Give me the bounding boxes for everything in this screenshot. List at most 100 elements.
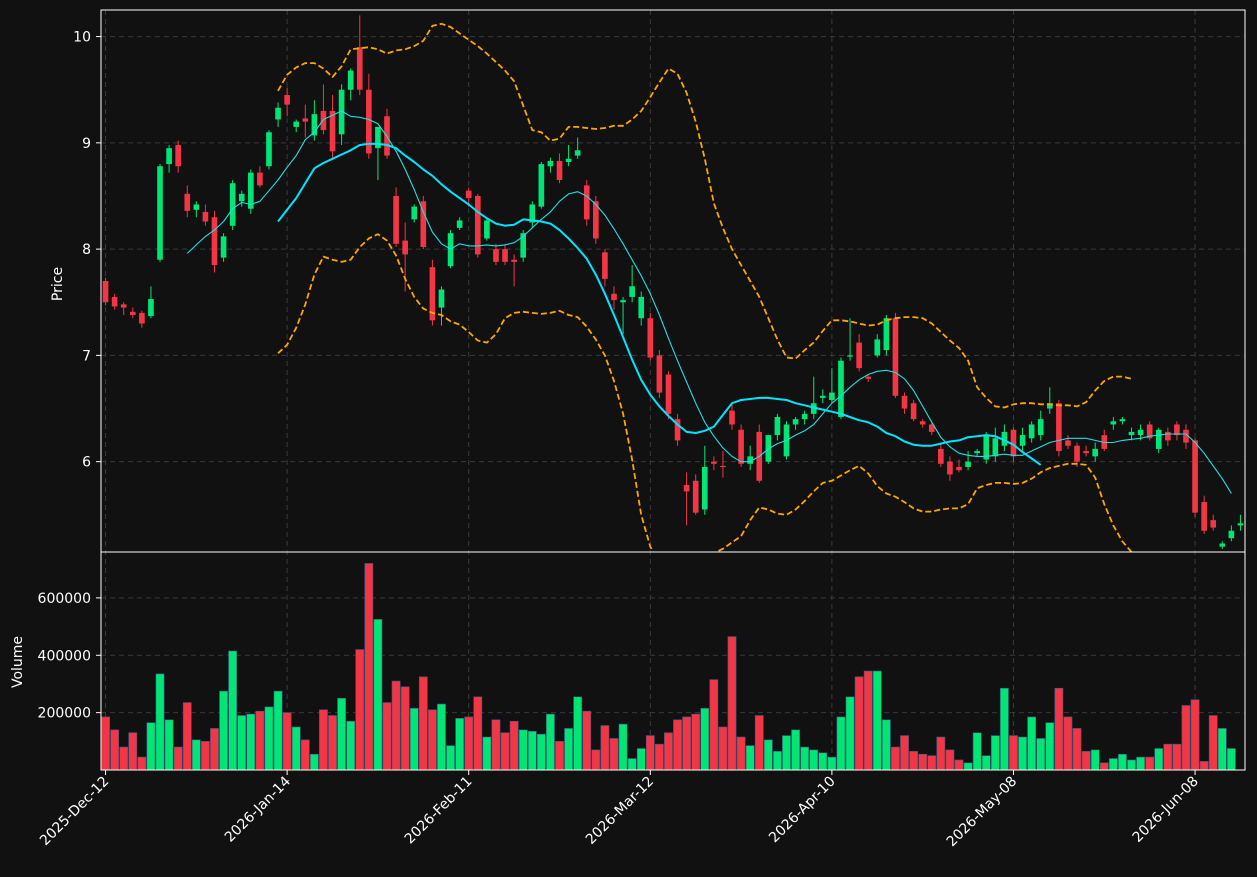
volume-bar [664, 732, 673, 770]
candle-body [1074, 445, 1080, 462]
volume-bar [918, 753, 928, 770]
volume-bar [319, 709, 328, 770]
volume-bar [509, 720, 519, 770]
price-tick-label: 6 [82, 455, 91, 471]
volume-bar [291, 726, 301, 770]
volume-bar [1108, 758, 1118, 770]
volume-bar [128, 732, 138, 770]
candle-body [838, 360, 844, 418]
candle-body [565, 158, 572, 162]
volume-bar [1063, 716, 1073, 770]
candle-body [865, 376, 872, 379]
price-tick-label: 7 [82, 348, 91, 364]
volume-tick-label: 600000 [38, 591, 91, 607]
volume-bar [1000, 687, 1009, 770]
candle-body [983, 435, 990, 460]
candle-body [1174, 424, 1180, 436]
volume-bar [337, 697, 346, 770]
volume-bar [1217, 728, 1227, 770]
volume-bar [1118, 753, 1127, 770]
volume-bar [564, 728, 573, 770]
candle-body [665, 374, 672, 414]
candle-body [792, 419, 799, 425]
candle-body [892, 318, 899, 396]
candle-body [484, 220, 490, 239]
candle-body [429, 267, 436, 321]
candle-body [874, 339, 881, 356]
volume-bar [282, 712, 292, 770]
slow-average-line [277, 142, 1042, 466]
volume-bar [1009, 735, 1018, 770]
candle-body [275, 107, 281, 120]
volume-bar [972, 732, 982, 770]
candle-body [402, 240, 408, 255]
candle-body [620, 300, 626, 303]
volume-bar [264, 706, 274, 770]
volume-bar [754, 715, 764, 770]
candle-body [819, 395, 826, 398]
volume-bar [600, 725, 610, 770]
candle-body [974, 451, 980, 454]
candle-body [928, 424, 935, 432]
volume-bar [437, 703, 446, 770]
volume-bar [455, 718, 465, 770]
volume-bar [673, 719, 682, 770]
volume-bar [382, 702, 392, 770]
candle-body [593, 201, 599, 239]
candle-body [1237, 523, 1244, 526]
candle-body [720, 465, 726, 468]
volume-bar [1199, 761, 1209, 770]
volume-bar [981, 755, 991, 770]
candle-body [738, 429, 744, 464]
candle-body [1046, 403, 1053, 409]
candle-body [247, 172, 254, 209]
volume-bar [391, 680, 401, 770]
candle-body [1192, 440, 1198, 513]
candle-body [1001, 431, 1008, 446]
candle-body [701, 466, 708, 510]
volume-bar [800, 746, 810, 770]
upper-band-line [277, 22, 1132, 409]
candle-body [1210, 520, 1217, 528]
volume-bar [891, 746, 900, 770]
volume-bar [1090, 749, 1100, 770]
candle-body [420, 201, 427, 247]
candle-body [184, 193, 191, 211]
volume-bar [428, 709, 437, 770]
volume-bar [573, 696, 583, 770]
volume-bar [645, 735, 655, 770]
candle-body [938, 448, 944, 464]
volume-bar [373, 619, 383, 770]
candle-body [502, 249, 508, 262]
candle-body [1137, 429, 1144, 436]
volume-bar [219, 690, 228, 770]
candle-body [139, 312, 145, 324]
candle-body [956, 466, 962, 471]
candle-body [220, 236, 227, 258]
candle-body [202, 211, 209, 222]
candle-body [175, 144, 181, 167]
candle-body [102, 281, 109, 303]
candle-body [493, 249, 499, 262]
candle-body [901, 395, 908, 409]
candle-body [674, 419, 681, 441]
volume-bar [854, 676, 864, 770]
candle-body [411, 206, 418, 220]
candle-body [1201, 502, 1207, 531]
volume-bar [210, 728, 219, 770]
candle-body [856, 342, 862, 369]
volume-bar [945, 749, 955, 770]
candle-body [447, 233, 454, 267]
candle-body [647, 318, 654, 358]
volume-bar [228, 650, 238, 770]
candle-body [474, 195, 481, 255]
volume-bar [146, 722, 156, 770]
volume-bar [818, 752, 828, 770]
price-axis-label: Price [50, 267, 66, 301]
candle-body [801, 413, 808, 420]
candle-body [829, 392, 835, 401]
volume-bar [255, 710, 265, 770]
candle-body [1183, 429, 1189, 443]
volume-bar [1181, 705, 1191, 770]
